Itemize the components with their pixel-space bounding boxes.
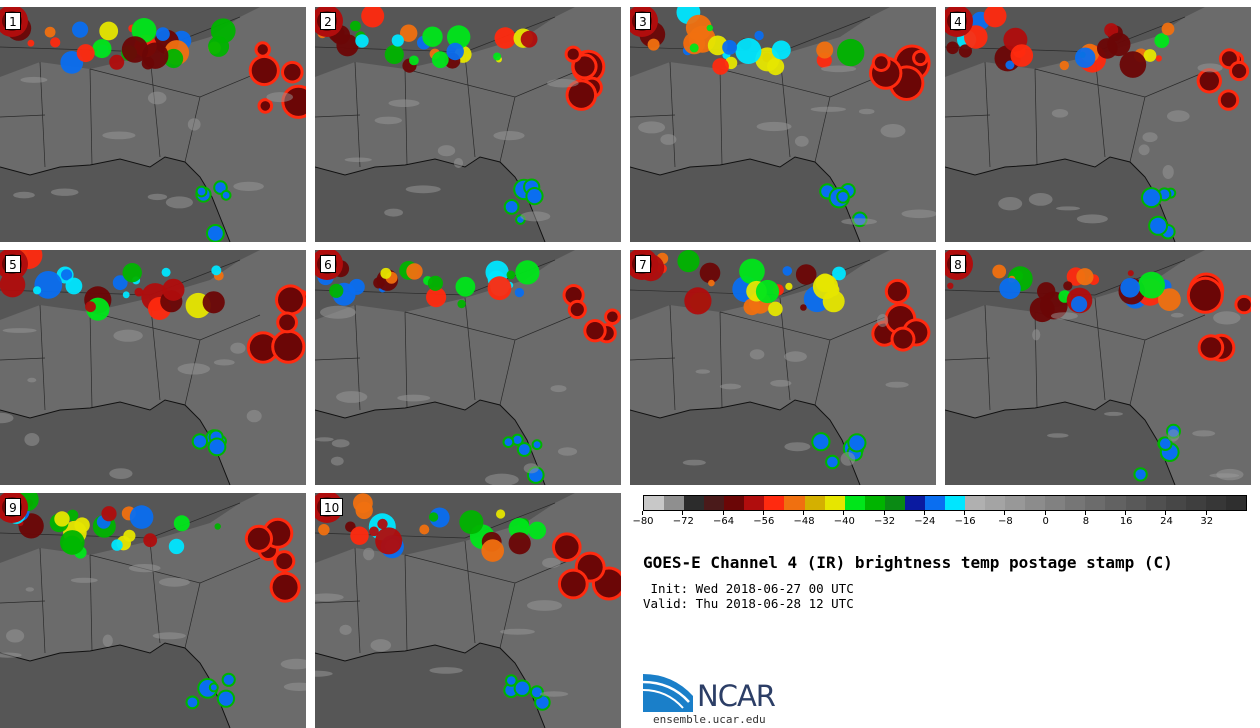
colorbar-swatch [804, 496, 825, 510]
colorbar-swatch [1125, 496, 1146, 510]
colorbar-ticks: −80 −72 −64 −56 −48 −40 −32 −24 −16 −8 0 8 16 24 32 [632, 511, 1247, 531]
colorbar-swatch [864, 496, 885, 510]
colorbar-swatch [684, 496, 705, 510]
website-url: ensemble.ucar.edu [653, 713, 766, 726]
colorbar-tick-label: −56 [749, 511, 779, 527]
panel-number-label: 7 [635, 255, 651, 273]
colorbar-swatch [724, 496, 745, 510]
colorbar-tick-label: 32 [1192, 511, 1222, 527]
ncar-logo-text: NCAR [697, 679, 776, 713]
colorbar-swatch [1065, 496, 1086, 510]
map-svg [0, 493, 306, 728]
colorbar-swatch [1185, 496, 1206, 510]
ensemble-panel-9: 9 [0, 493, 306, 728]
ensemble-panel-1: 1 [0, 7, 306, 242]
init-time: Init: Wed 2018-06-27 00 UTC [643, 581, 854, 596]
colorbar-swatch [644, 496, 665, 510]
colorbar-tick-label: −64 [709, 511, 739, 527]
colorbar-swatch [844, 496, 865, 510]
panel-number-label: 9 [5, 498, 21, 516]
colorbar-swatch [1085, 496, 1106, 510]
colorbar-tick-label: 16 [1111, 511, 1141, 527]
panel-number-label: 5 [5, 255, 21, 273]
colorbar-swatch [824, 496, 845, 510]
ensemble-panel-7: 7 [630, 250, 936, 485]
product-title: GOES-E Channel 4 (IR) brightness temp po… [643, 553, 1173, 572]
temperature-colorbar [643, 495, 1247, 511]
panel-number-label: 3 [635, 12, 651, 30]
colorbar-swatch [904, 496, 925, 510]
colorbar-swatch [944, 496, 965, 510]
colorbar-swatch [1145, 496, 1166, 510]
panel-number-label: 4 [950, 12, 966, 30]
colorbar-tick-label: −72 [668, 511, 698, 527]
ensemble-panel-10: 10 [315, 493, 621, 728]
panel-number-label: 6 [320, 255, 336, 273]
colorbar-tick-label: −16 [950, 511, 980, 527]
ensemble-panel-2: 2 [315, 7, 621, 242]
colorbar-swatch [664, 496, 685, 510]
map-svg [630, 7, 936, 242]
colorbar-swatch [924, 496, 945, 510]
map-svg [315, 250, 621, 485]
ensemble-panel-8: 8 [945, 250, 1251, 485]
panel-number-label: 1 [5, 12, 21, 30]
colorbar-swatch [704, 496, 725, 510]
colorbar-swatch [784, 496, 805, 510]
colorbar-swatch [744, 496, 765, 510]
colorbar-tick-label: −80 [628, 511, 658, 527]
ensemble-panel-4: 4 [945, 7, 1251, 242]
ensemble-panel-3: 3 [630, 7, 936, 242]
valid-time: Valid: Thu 2018-06-28 12 UTC [643, 596, 854, 611]
panel-number-label: 10 [320, 498, 344, 516]
map-svg [315, 7, 621, 242]
colorbar-swatch [1205, 496, 1226, 510]
colorbar-swatch [1005, 496, 1026, 510]
colorbar-swatch [764, 496, 785, 510]
map-svg [315, 493, 621, 728]
panel-number-label: 8 [950, 255, 966, 273]
map-svg [630, 250, 936, 485]
colorbar-swatch [1225, 496, 1246, 510]
colorbar-swatch [1105, 496, 1126, 510]
colorbar-swatch [1025, 496, 1046, 510]
panel-number-label: 2 [320, 12, 336, 30]
colorbar-tick-label: −40 [829, 511, 859, 527]
colorbar-swatch [884, 496, 905, 510]
map-svg [0, 250, 306, 485]
colorbar-tick-label: −24 [910, 511, 940, 527]
colorbar-swatch [985, 496, 1006, 510]
ensemble-panel-6: 6 [315, 250, 621, 485]
colorbar-swatch [1045, 496, 1066, 510]
ncar-logo-icon [643, 674, 693, 712]
colorbar-tick-label: −8 [990, 511, 1020, 527]
colorbar-tick-label: 8 [1071, 511, 1101, 527]
map-svg [0, 7, 306, 242]
colorbar-swatch [1165, 496, 1186, 510]
colorbar-swatch [965, 496, 986, 510]
map-svg [945, 7, 1251, 242]
colorbar-tick-label: 0 [1031, 511, 1061, 527]
ensemble-panel-5: 5 [0, 250, 306, 485]
map-svg [945, 250, 1251, 485]
colorbar-tick-label: −48 [789, 511, 819, 527]
colorbar-tick-label: −32 [870, 511, 900, 527]
colorbar-tick-label: 24 [1151, 511, 1181, 527]
